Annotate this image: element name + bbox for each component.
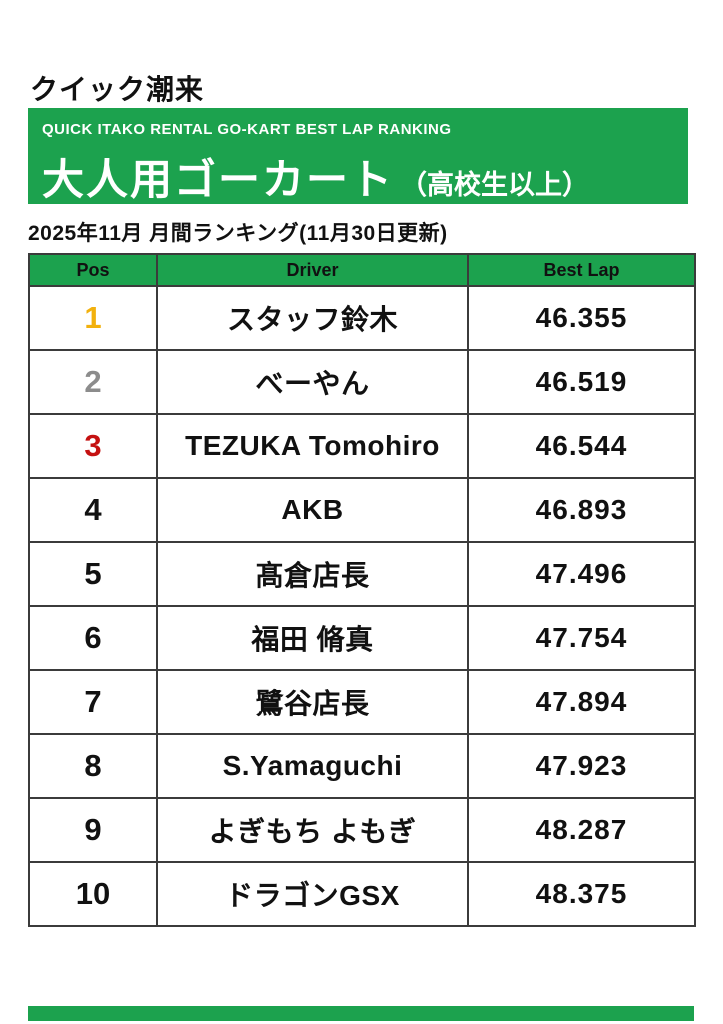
lap-cell: 46.893	[467, 477, 696, 543]
table-row: 1 スタッフ鈴木 46.355	[28, 285, 696, 351]
header-pos: Pos	[28, 253, 158, 287]
lap-cell: 47.894	[467, 669, 696, 735]
table-row: 3 TEZUKA Tomohiro 46.544	[28, 413, 696, 479]
driver-cell: 福田 脩真	[156, 605, 469, 671]
table-row: 7 鷺谷店長 47.894	[28, 669, 696, 735]
pos-cell: 7	[28, 669, 158, 735]
driver-cell: べーやん	[156, 349, 469, 415]
lap-cell: 46.355	[467, 285, 696, 351]
driver-cell: 髙倉店長	[156, 541, 469, 607]
banner-title-note: （高校生以上）	[400, 169, 590, 200]
ranking-table: Pos Driver Best Lap 1 スタッフ鈴木 46.355 2 べーやん 46…	[28, 253, 696, 927]
table-row: 6 福田 脩真 47.754	[28, 605, 696, 671]
pos-cell: 5	[28, 541, 158, 607]
driver-cell: スタッフ鈴木	[156, 285, 469, 351]
driver-cell: 鷺谷店長	[156, 669, 469, 735]
driver-cell: よぎもち よもぎ	[156, 797, 469, 863]
driver-cell: S.Yamaguchi	[156, 733, 469, 799]
table-row: 10 ドラゴンGSX 48.375	[28, 861, 696, 927]
lap-cell: 47.923	[467, 733, 696, 799]
lap-cell: 48.287	[467, 797, 696, 863]
table-row: 5 髙倉店長 47.496	[28, 541, 696, 607]
pos-cell: 2	[28, 349, 158, 415]
header-best-lap: Best Lap	[467, 253, 696, 287]
pos-cell: 3	[28, 413, 158, 479]
driver-cell: TEZUKA Tomohiro	[156, 413, 469, 479]
pos-cell: 1	[28, 285, 158, 351]
banner-title: 大人用ゴーカート	[42, 155, 395, 203]
table-row: 4 AKB 46.893	[28, 477, 696, 543]
lap-cell: 47.754	[467, 605, 696, 671]
lap-cell: 46.519	[467, 349, 696, 415]
banner-subtitle: QUICK ITAKO RENTAL GO-KART BEST LAP RANK…	[42, 121, 452, 138]
footer-accent-bar	[28, 1006, 694, 1021]
lap-cell: 47.496	[467, 541, 696, 607]
table-row: 2 べーやん 46.519	[28, 349, 696, 415]
table-header-row: Pos Driver Best Lap	[28, 253, 696, 287]
pos-cell: 10	[28, 861, 158, 927]
pos-cell: 6	[28, 605, 158, 671]
header-driver: Driver	[156, 253, 469, 287]
pos-cell: 4	[28, 477, 158, 543]
table-row: 8 S.Yamaguchi 47.923	[28, 733, 696, 799]
pos-cell: 9	[28, 797, 158, 863]
driver-cell: ドラゴンGSX	[156, 861, 469, 927]
header-banner: QUICK ITAKO RENTAL GO-KART BEST LAP RANK…	[28, 108, 688, 204]
table-row: 9 よぎもち よもぎ 48.287	[28, 797, 696, 863]
driver-cell: AKB	[156, 477, 469, 543]
lap-cell: 46.544	[467, 413, 696, 479]
banner-title-line: 大人用ゴーカート （高校生以上）	[42, 146, 688, 207]
site-title: クイック潮来	[30, 74, 205, 105]
lap-cell: 48.375	[467, 861, 696, 927]
period-line: 2025年11月 月間ランキング(11月30日更新)	[28, 222, 448, 245]
pos-cell: 8	[28, 733, 158, 799]
